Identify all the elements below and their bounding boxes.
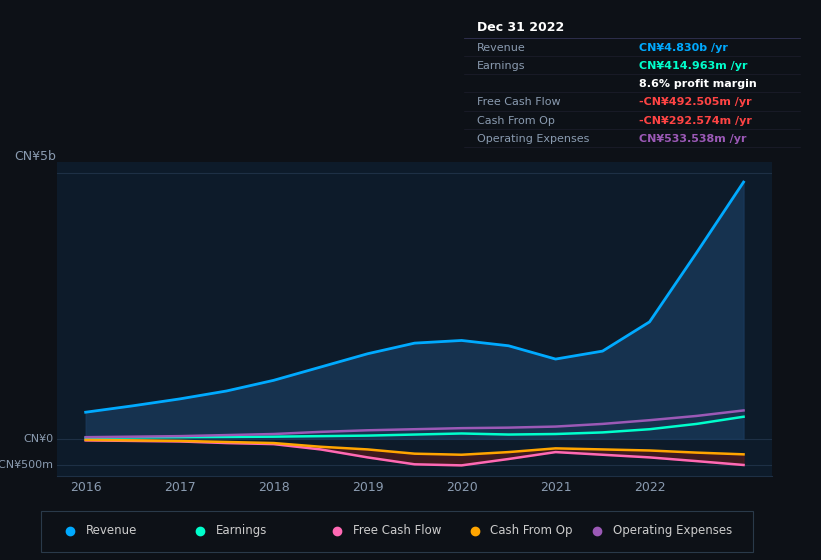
Text: CN¥533.538m /yr: CN¥533.538m /yr (639, 134, 746, 144)
FancyBboxPatch shape (41, 511, 753, 553)
Text: Free Cash Flow: Free Cash Flow (353, 524, 442, 537)
Text: -CN¥500m: -CN¥500m (0, 460, 54, 470)
Text: -CN¥492.505m /yr: -CN¥492.505m /yr (639, 97, 751, 108)
Text: 8.6% profit margin: 8.6% profit margin (639, 79, 757, 89)
Text: CN¥4.830b /yr: CN¥4.830b /yr (639, 43, 727, 53)
Text: Earnings: Earnings (216, 524, 268, 537)
Text: Cash From Op: Cash From Op (477, 115, 555, 125)
Text: Free Cash Flow: Free Cash Flow (477, 97, 561, 108)
Text: CN¥0: CN¥0 (24, 434, 54, 444)
Text: CN¥5b: CN¥5b (15, 150, 57, 163)
Text: Dec 31 2022: Dec 31 2022 (477, 21, 565, 34)
Text: Operating Expenses: Operating Expenses (613, 524, 732, 537)
Text: Operating Expenses: Operating Expenses (477, 134, 589, 144)
Text: Cash From Op: Cash From Op (490, 524, 573, 537)
Text: Revenue: Revenue (86, 524, 137, 537)
Text: Revenue: Revenue (477, 43, 526, 53)
Text: -CN¥292.574m /yr: -CN¥292.574m /yr (639, 115, 752, 125)
Text: Earnings: Earnings (477, 61, 525, 71)
Text: CN¥414.963m /yr: CN¥414.963m /yr (639, 61, 747, 71)
